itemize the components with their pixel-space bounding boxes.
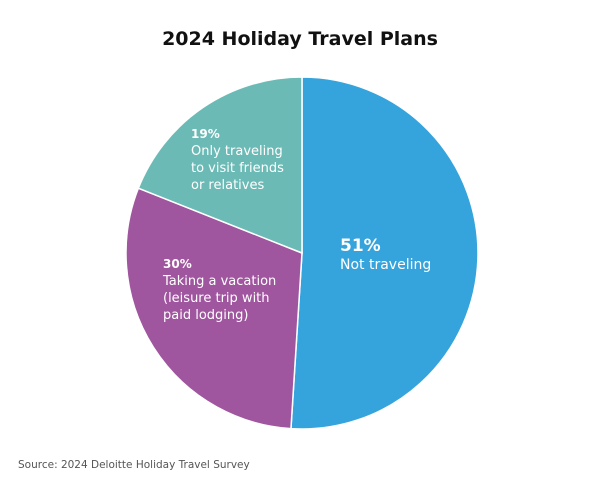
slice-label: 51% Not traveling xyxy=(340,235,431,274)
pie-slice xyxy=(137,76,303,255)
category-label: Only traveling to visit friends or relat… xyxy=(191,144,284,193)
value-label: 51% xyxy=(340,236,381,256)
value-label: 19% xyxy=(191,127,220,141)
category-label: Taking a vacation (leisure trip with pai… xyxy=(163,274,277,323)
slice-label: 19% Only traveling to visit friends or re… xyxy=(191,126,284,194)
source-note: Source: 2024 Deloitte Holiday Travel Sur… xyxy=(18,459,250,471)
slice-label: 30% Taking a vacation (leisure trip with … xyxy=(163,256,276,324)
category-label: Not traveling xyxy=(340,257,432,273)
chart-title: 2024 Holiday Travel Plans xyxy=(162,28,438,50)
pie-slice xyxy=(125,187,303,430)
value-label: 30% xyxy=(163,257,192,271)
pie-slice xyxy=(290,76,479,430)
